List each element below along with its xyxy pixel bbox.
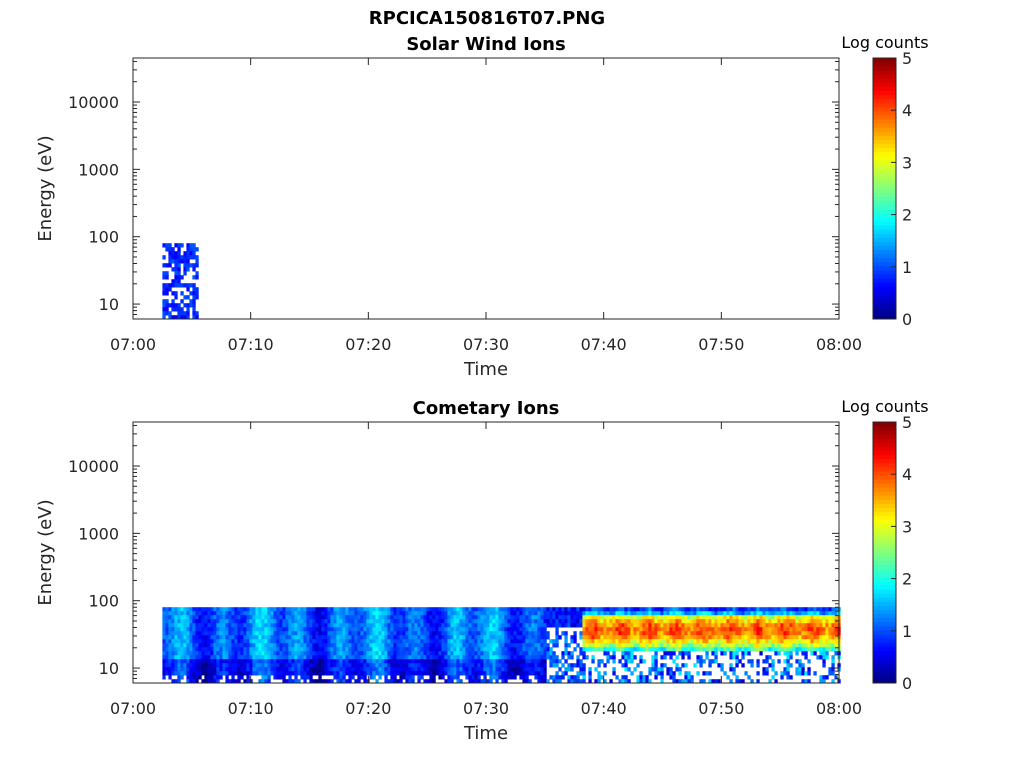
colorbar-tick-label: 3 <box>902 517 912 536</box>
x-tick-label: 07:20 <box>345 335 391 354</box>
y-tick-label: 10 <box>99 295 119 314</box>
colorbar-frame <box>872 57 897 320</box>
colorbar-tick-label: 5 <box>902 49 912 68</box>
x-tick-label: 07:40 <box>581 699 627 718</box>
figure-title: RPCICA150816T07.PNG <box>369 8 605 29</box>
y-axis-label: Energy (eV) <box>35 499 56 605</box>
panel-solar-wind: 07:00 07:10 07:20 07:30 07:40 07:50 08:0010100… <box>35 33 929 380</box>
y-tick-label: 100 <box>88 228 119 247</box>
panel-title: Solar Wind Ions <box>406 34 565 55</box>
x-tick-label: 07:20 <box>345 699 391 718</box>
heatmap-cells <box>162 243 199 320</box>
colorbar-tick-label: 0 <box>902 310 912 329</box>
x-tick-label: 08:00 <box>816 335 862 354</box>
x-tick-label: 07:10 <box>228 335 274 354</box>
y-tick-label: 10 <box>99 659 119 678</box>
colorbar-label: Log counts <box>841 33 928 52</box>
x-tick-label: 07:30 <box>463 335 509 354</box>
axes-frame <box>132 57 840 320</box>
heatmap-cells <box>162 607 841 684</box>
colorbar-tick-label: 1 <box>902 258 912 277</box>
x-tick-label: 07:50 <box>698 699 744 718</box>
colorbar-tick-label: 1 <box>902 622 912 641</box>
y-tick-label: 1000 <box>78 160 119 179</box>
colorbar-frame <box>872 421 897 684</box>
y-axis-label: Energy (eV) <box>35 135 56 241</box>
x-tick-label: 07:10 <box>228 699 274 718</box>
colorbar-tick-label: 0 <box>902 674 912 693</box>
y-tick-label: 10000 <box>68 93 119 112</box>
y-tick-label: 1000 <box>78 524 119 543</box>
x-tick-label: 07:50 <box>698 335 744 354</box>
panel-cometary: 07:00 07:10 07:20 07:30 07:40 07:50 08:0010100… <box>35 397 929 744</box>
colorbar-tick-label: 4 <box>902 465 912 484</box>
colorbar-label: Log counts <box>841 397 928 416</box>
x-tick-label: 07:30 <box>463 699 509 718</box>
x-axis-label: Time <box>463 359 508 380</box>
x-tick-label: 08:00 <box>816 699 862 718</box>
x-tick-label: 07:40 <box>581 335 627 354</box>
colorbar-tick-label: 3 <box>902 153 912 172</box>
colorbar-tick-label: 2 <box>902 570 912 589</box>
y-tick-label: 10000 <box>68 457 119 476</box>
colorbar-tick-label: 4 <box>902 101 912 120</box>
panel-title: Cometary Ions <box>413 398 560 419</box>
x-tick-label: 07:00 <box>110 699 156 718</box>
x-tick-label: 07:00 <box>110 335 156 354</box>
x-axis-label: Time <box>463 723 508 744</box>
colorbar-tick-label: 2 <box>902 206 912 225</box>
colorbar-tick-label: 5 <box>902 413 912 432</box>
y-tick-label: 100 <box>88 592 119 611</box>
